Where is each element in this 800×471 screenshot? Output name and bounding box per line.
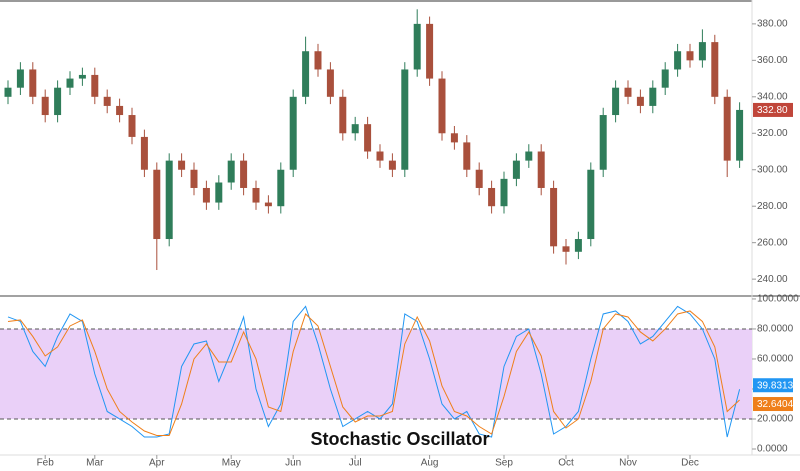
candle-body [525, 151, 533, 161]
candle-body [165, 160, 173, 240]
y-tick-label: 300.00 [757, 164, 788, 175]
candle-body [326, 69, 334, 97]
y-tick-label: 280.00 [757, 201, 788, 212]
candle-body [339, 96, 347, 134]
overbought-oversold-band [0, 328, 752, 419]
candle-body [413, 23, 421, 70]
candle-body [562, 246, 570, 252]
candle-body [178, 160, 186, 170]
y-tick-label: 380.00 [757, 19, 788, 30]
candle-body [364, 124, 372, 152]
y-tick-label: 260.00 [757, 237, 788, 248]
candle-body [686, 51, 694, 61]
x-tick-label: Nov [619, 458, 637, 469]
x-tick-label: Aug [421, 458, 439, 469]
x-tick-label: Jul [349, 458, 362, 469]
candle-body [587, 169, 595, 240]
y-tick-label: 80.0000 [757, 324, 794, 335]
candle-body [612, 87, 620, 116]
candle-body [103, 96, 111, 106]
candle-body [314, 51, 322, 70]
candle-body [41, 96, 49, 116]
candle-body [649, 87, 657, 106]
value-tag [753, 378, 793, 393]
candle-body [116, 105, 124, 116]
candle-body [4, 87, 12, 97]
y-tick-label: 360.00 [757, 55, 788, 66]
candle-body [426, 23, 434, 79]
candle-body [512, 160, 520, 179]
candle-body [240, 160, 248, 188]
candle-body [475, 169, 483, 188]
value-tag [753, 397, 793, 412]
y-tick-label: 20.0000 [757, 414, 794, 425]
candle-body [438, 78, 446, 134]
candle-body [351, 124, 359, 134]
candle-body [140, 136, 148, 170]
x-tick-label: Feb [37, 458, 55, 469]
candle-body [302, 51, 310, 97]
candle-body [401, 69, 409, 170]
candle-body [227, 160, 235, 183]
candle-body [78, 74, 86, 79]
candle-body [661, 69, 669, 88]
y-tick-label: 340.00 [757, 91, 788, 102]
candle-body [550, 187, 558, 247]
candle-body [128, 115, 136, 137]
y-tick-label: 60.0000 [757, 354, 794, 365]
candle-body [277, 169, 285, 207]
candle-body [599, 115, 607, 170]
value-tag-label: 332.80 [757, 105, 788, 116]
candle-body [488, 187, 496, 207]
candle-body [54, 87, 62, 116]
candle-body [537, 151, 545, 188]
candle-body [698, 42, 706, 61]
value-tag [753, 102, 793, 117]
x-tick-label: Mar [86, 458, 104, 469]
x-tick-label: Apr [149, 458, 165, 469]
candle-body [624, 87, 632, 97]
x-tick-label: May [222, 458, 241, 469]
x-tick-label: Sep [495, 458, 513, 469]
oscillator-line [7, 305, 741, 438]
candle-body [252, 187, 260, 203]
chart-title: Stochastic Oscillator [310, 429, 489, 449]
candle-body [450, 133, 458, 143]
candle-body [574, 239, 582, 252]
candle-body [289, 96, 297, 170]
candle-body [190, 169, 198, 188]
candle-body [736, 109, 744, 161]
candle-body [723, 96, 731, 161]
candle-body [202, 187, 210, 203]
value-tag-label: 32.6404 [757, 399, 794, 410]
candle-body [215, 182, 223, 203]
candle-body [91, 74, 99, 97]
y-tick-label: 240.00 [757, 274, 788, 285]
x-tick-label: Jun [285, 458, 301, 469]
candle-body [463, 142, 471, 170]
value-tag-label: 39.8313 [757, 380, 794, 391]
y-tick-label: 320.00 [757, 128, 788, 139]
candle-body [674, 51, 682, 70]
x-tick-label: Dec [681, 458, 699, 469]
candle-body [16, 69, 24, 88]
candle-body [264, 202, 272, 207]
candle-body [29, 69, 37, 97]
candle-body [636, 96, 644, 106]
oscillator-line [7, 310, 740, 436]
candle-body [66, 78, 74, 88]
candle-body [500, 178, 508, 207]
y-tick-label: 0.0000 [757, 444, 788, 455]
candle-body [153, 169, 161, 240]
candle-body [388, 160, 396, 170]
candle-body [711, 42, 719, 97]
candle-body [376, 151, 384, 161]
x-tick-label: Oct [558, 458, 574, 469]
y-tick-label: 100.0000 [757, 294, 799, 305]
